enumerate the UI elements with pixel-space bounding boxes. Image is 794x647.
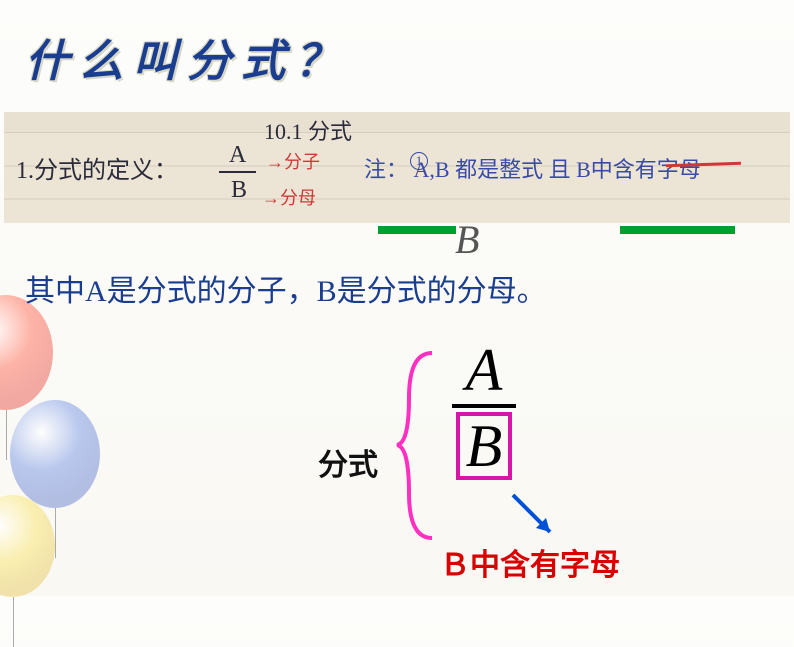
hw-def-label: 1.分式的定义： (16, 150, 178, 185)
handwritten-photo: 10.1 分式 1.分式的定义： A →分子 B →分母 注：1 A,B 都是整… (4, 112, 790, 223)
hw-note: 注：1 A,B 都是整式 且 B中含有字母 (364, 152, 701, 184)
green-bar-right (620, 226, 735, 234)
balloon-yellow (0, 495, 55, 597)
fraction-bar (452, 404, 516, 408)
fenshi-label: 分式 (318, 440, 378, 484)
hw-note-body: A,B 都是整式 且 B中含有字母 (408, 157, 701, 182)
hw-denominator-arrow: →分母 (262, 184, 316, 210)
slide-title: 什么叫分式？ (25, 25, 349, 89)
hw-circle-1: 1 (410, 152, 428, 170)
hw-numerator-arrow: →分子 (266, 148, 320, 174)
balloon-blue (10, 400, 100, 508)
fraction-numerator: A (452, 340, 516, 400)
hw-red-strike (666, 154, 741, 174)
fraction-ab: A B (452, 340, 516, 481)
brace-icon (394, 348, 444, 543)
hw-denominator: B (221, 177, 257, 204)
fraction-denominator-box: B (456, 412, 513, 480)
hw-note-prefix: 注： (364, 157, 408, 182)
partial-big-b: B (455, 216, 479, 263)
explanation-sentence: 其中A是分式的分子，B是分式的分母。 (25, 266, 547, 310)
hw-heading: 10.1 分式 (264, 114, 352, 146)
hw-numerator: A (219, 142, 256, 173)
balloon-red (0, 295, 53, 410)
green-bar-left (378, 226, 456, 234)
note-text: Ｂ中含有字母 (440, 540, 620, 584)
